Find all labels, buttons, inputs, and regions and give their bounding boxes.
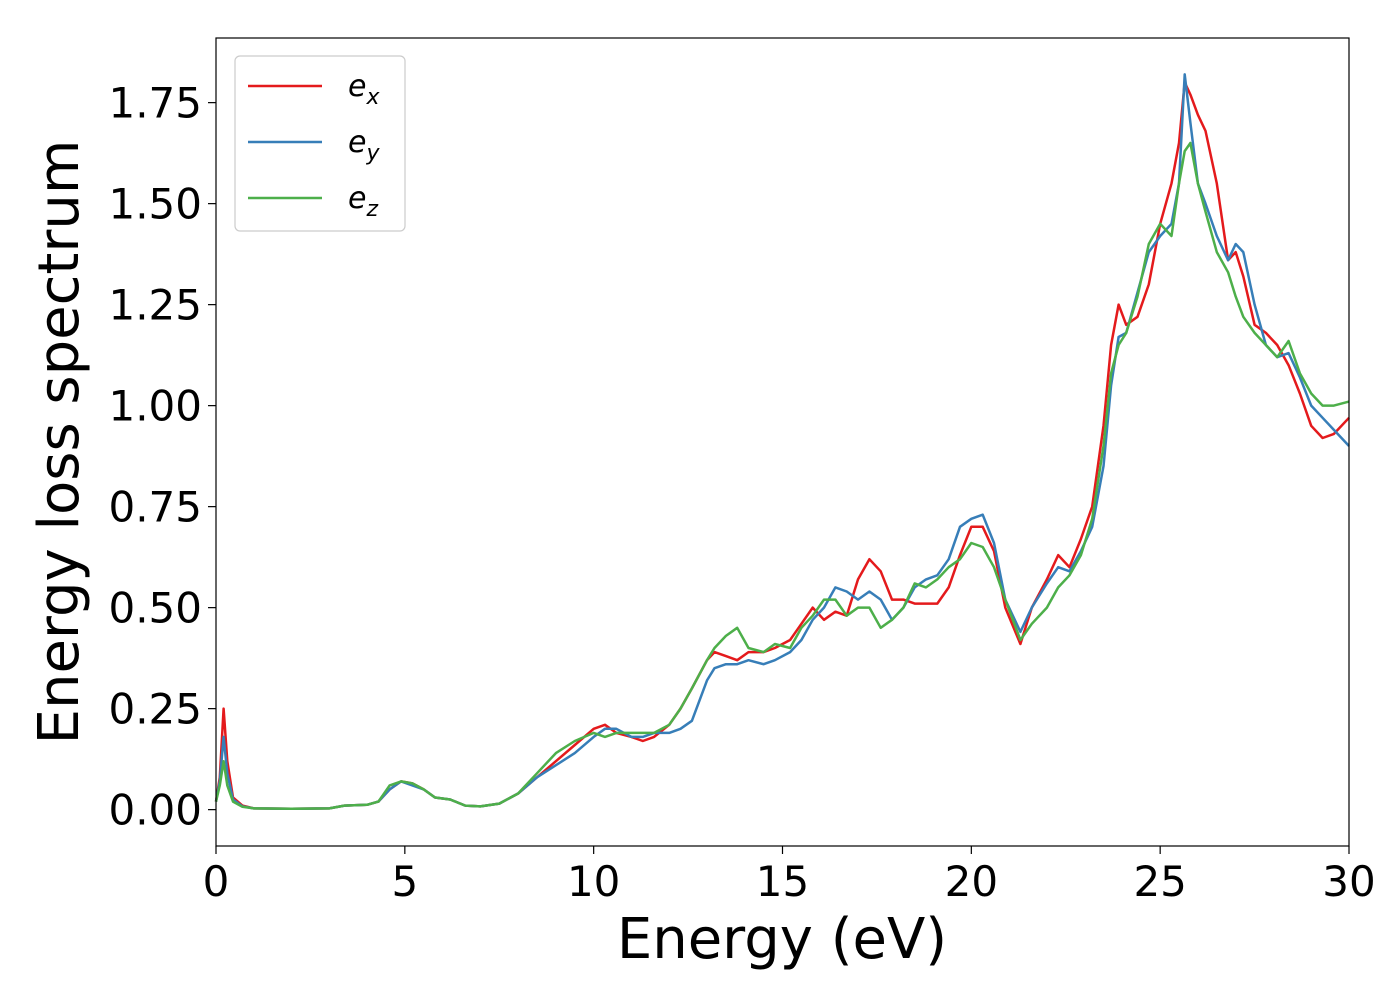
- legend-label-ey: ey: [348, 125, 380, 166]
- legend-label-base: e: [348, 69, 366, 104]
- x-axis: 0 5 10 15 20 25 30: [203, 846, 1376, 906]
- x-tick-label: 30: [1322, 857, 1375, 906]
- series-layer: [214, 73, 1350, 811]
- x-axis-label: Energy (eV): [617, 907, 947, 972]
- legend-box: [234, 55, 406, 232]
- y-tick-label: 0.75: [108, 483, 202, 532]
- x-tick-label: 0: [203, 857, 230, 906]
- x-tick-label: 15: [756, 857, 809, 906]
- y-tick-label: 0.25: [108, 685, 202, 734]
- x-tick-label: 10: [567, 857, 620, 906]
- x-tick-label: 5: [391, 857, 418, 906]
- legend-label-base: e: [348, 125, 366, 160]
- legend-label-subscript: x: [365, 85, 380, 110]
- legend-label-subscript: z: [365, 197, 378, 222]
- y-tick-label: 0.50: [108, 584, 202, 633]
- series-line-ez: [214, 141, 1350, 811]
- y-axis-label: Energy loss spectrum: [27, 140, 92, 745]
- y-tick-label: 1.50: [108, 180, 202, 229]
- y-tick-label: 1.25: [108, 281, 202, 330]
- y-tick-label: 0.00: [108, 786, 202, 835]
- y-tick-label: 1.00: [108, 382, 202, 431]
- x-tick-label: 25: [1133, 857, 1186, 906]
- legend-label-ez: ez: [348, 181, 378, 222]
- legend-label-base: e: [348, 181, 366, 216]
- x-tick-label: 20: [945, 857, 998, 906]
- legend-label-subscript: y: [365, 141, 380, 166]
- y-axis: 0.00 0.25 0.50 0.75 1.00 1.25 1.50 1.75: [108, 79, 216, 835]
- y-tick-label: 1.75: [108, 79, 202, 128]
- legend-label-ex: ex: [348, 69, 380, 110]
